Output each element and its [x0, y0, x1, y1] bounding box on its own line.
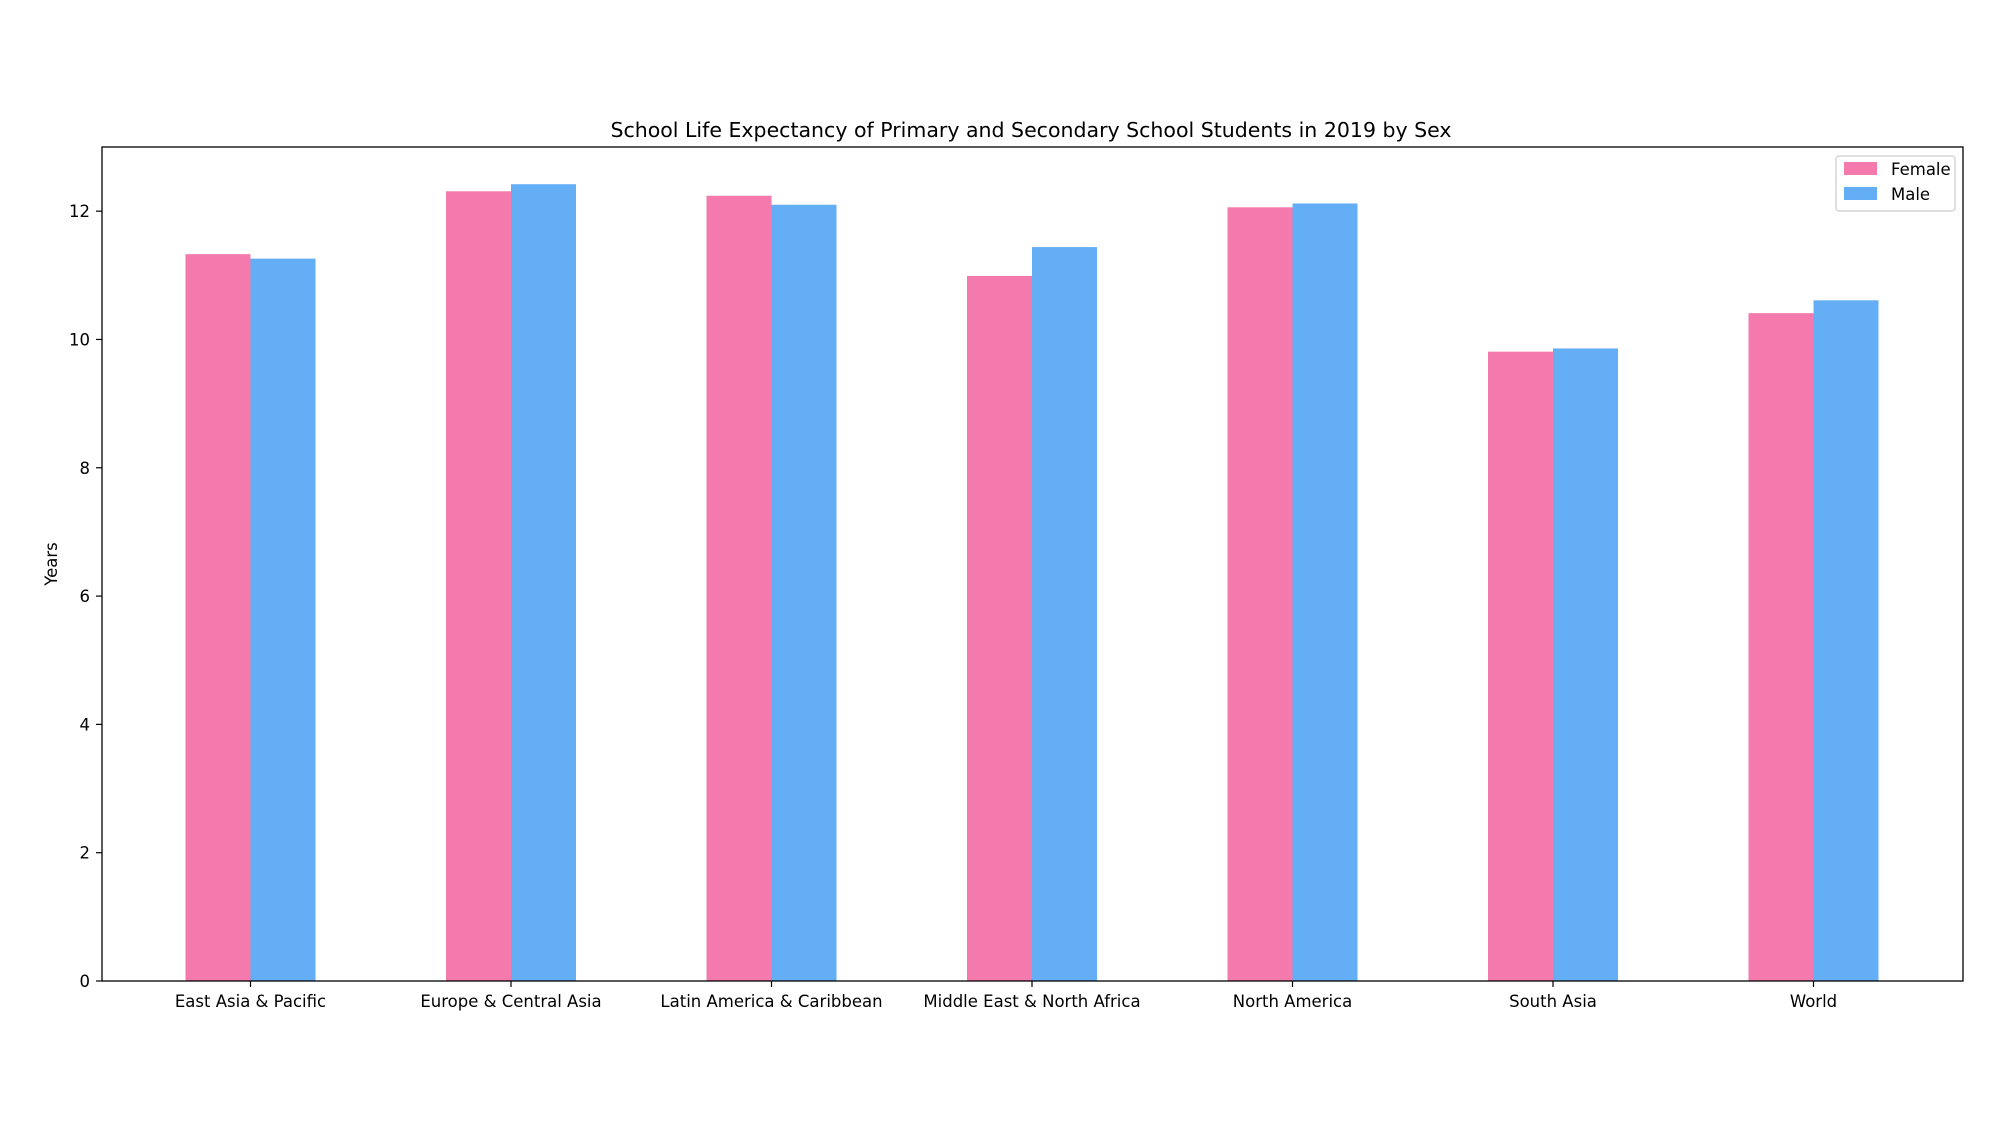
- x-tick-label: Europe & Central Asia: [420, 992, 601, 1011]
- x-tick-label: Latin America & Caribbean: [660, 992, 882, 1011]
- x-tick-label: South Asia: [1509, 992, 1597, 1011]
- bar-male: [511, 184, 576, 981]
- x-tick-label: North America: [1233, 992, 1352, 1011]
- bar-female: [706, 195, 772, 981]
- bar-male: [250, 258, 316, 981]
- y-tick-label: 0: [80, 972, 91, 991]
- x-tick-label: Middle East & North Africa: [923, 992, 1140, 1011]
- bars-group: [185, 184, 1879, 982]
- x-tick-label: East Asia & Pacific: [175, 992, 326, 1011]
- bar-male: [1553, 348, 1618, 981]
- legend-swatch: [1844, 187, 1877, 200]
- y-tick-label: 12: [69, 202, 90, 221]
- chart-title: School Life Expectancy of Primary and Se…: [610, 118, 1451, 142]
- bar-female: [446, 191, 511, 981]
- y-axis-label: Years: [42, 542, 61, 587]
- y-tick-label: 4: [80, 715, 91, 734]
- bar-female: [1488, 351, 1553, 981]
- y-ticks-group: 0 2 4 6 8 10 12: [69, 202, 102, 991]
- bar-female: [1227, 207, 1293, 982]
- legend: Female Male: [1835, 155, 1956, 212]
- x-ticks-group: East Asia & Pacific Europe & Central Asia…: [175, 981, 1837, 1011]
- y-tick-label: 6: [80, 587, 91, 606]
- bar-female: [967, 275, 1032, 981]
- y-tick-label: 2: [80, 844, 91, 863]
- bar-male: [771, 204, 837, 982]
- bar-female: [1748, 313, 1814, 981]
- bar-male: [1032, 247, 1097, 981]
- bar-female: [185, 254, 251, 981]
- plot-frame: [101, 146, 1964, 982]
- y-tick-label: 10: [69, 330, 90, 349]
- bar-male: [1813, 300, 1879, 982]
- legend-swatch: [1844, 162, 1877, 175]
- legend-label: Male: [1891, 185, 1930, 204]
- bar-male: [1292, 203, 1358, 981]
- x-tick-label: World: [1790, 992, 1837, 1011]
- legend-label: Female: [1891, 160, 1951, 179]
- y-tick-label: 8: [80, 459, 91, 478]
